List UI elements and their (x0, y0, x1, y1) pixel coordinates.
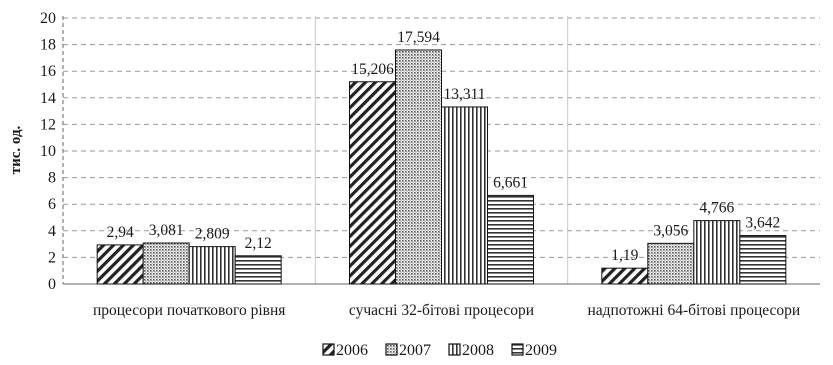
bar-2009 (234, 255, 282, 285)
legend-swatch-2009 (511, 343, 524, 356)
bar-2007 (395, 49, 442, 285)
y-tick-label: 20 (40, 10, 56, 27)
category-label: сучасні 32-бітові процесори (349, 302, 534, 319)
bar-2009 (487, 194, 534, 285)
y-tick-label: 8 (48, 170, 56, 187)
y-tick-label: 18 (40, 37, 56, 54)
legend-label: 2008 (462, 342, 494, 359)
data-label: 4,766 (699, 200, 734, 217)
y-tick-label: 4 (48, 223, 56, 240)
bar-2009 (739, 235, 787, 285)
data-label: 3,056 (653, 222, 688, 239)
legend-swatch-2006 (322, 343, 335, 356)
bar-2006 (96, 244, 144, 285)
bar-2008 (188, 246, 236, 285)
data-label: 15,206 (351, 61, 394, 78)
legend-swatch-2007 (385, 343, 398, 356)
y-tick-label: 0 (48, 276, 56, 293)
category-label: процесори початкового рівня (93, 302, 285, 319)
bar-2008 (441, 106, 488, 285)
legend-label: 2007 (399, 342, 431, 359)
data-label: 2,94 (107, 224, 134, 241)
y-tick-label: 6 (48, 196, 56, 213)
y-tick-label: 2 (48, 249, 56, 266)
legend: 2006 2007 2008 2009 (322, 342, 557, 359)
data-label: 17,594 (397, 29, 440, 46)
data-label: 2,12 (245, 235, 272, 252)
data-label: 13,311 (443, 86, 485, 103)
bar-2006 (601, 267, 649, 285)
legend-swatch-2008 (448, 343, 461, 356)
bar-2007 (142, 242, 190, 285)
bar-2006 (349, 81, 396, 285)
category-label: надпотожні 64-бітові процесори (587, 302, 800, 319)
bar-2007 (647, 242, 695, 285)
legend-label: 2009 (525, 342, 557, 359)
legend-label: 2006 (336, 342, 368, 359)
y-tick-label: 12 (40, 116, 56, 133)
y-tick-label: 16 (40, 63, 56, 80)
data-label: 1,19 (611, 247, 638, 264)
data-label: 3,081 (149, 222, 184, 239)
bars (96, 49, 787, 285)
y-axis-label: тис. од. (8, 125, 24, 174)
y-tick-labels: 0 2 4 6 8 10 12 14 16 18 20 (40, 10, 56, 293)
data-label: 3,642 (745, 215, 780, 232)
data-label: 6,661 (493, 174, 528, 191)
category-labels: процесори початкового рівня сучасні 32-бі… (93, 302, 800, 319)
bar-2008 (693, 220, 741, 285)
data-label: 2,809 (195, 226, 230, 243)
category-separators (314, 16, 569, 284)
y-tick-label: 14 (40, 90, 56, 107)
y-tick-label: 10 (40, 143, 56, 160)
